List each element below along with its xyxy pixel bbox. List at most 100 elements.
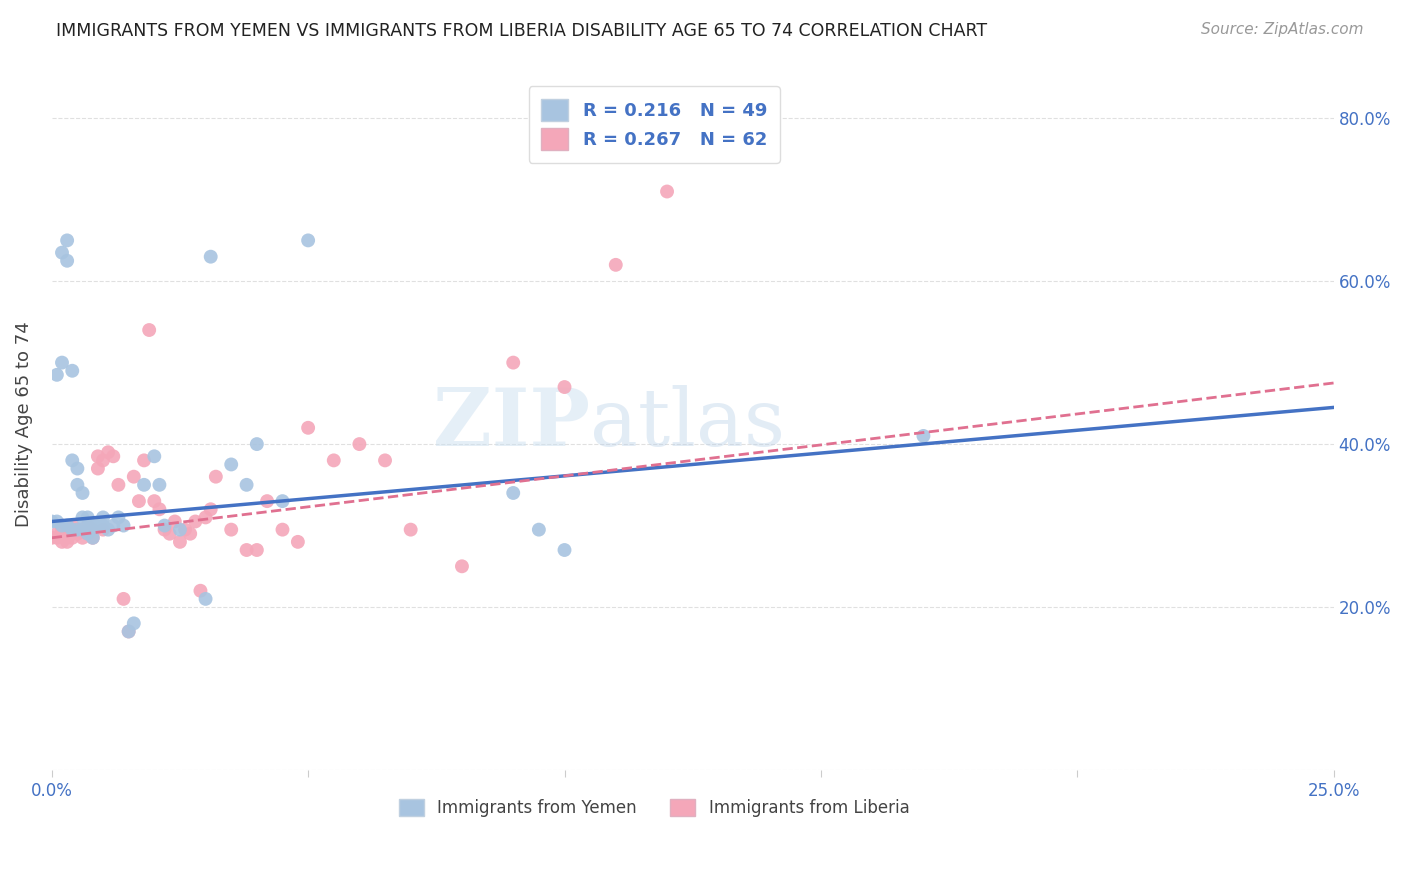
Point [527, 523, 550, 537]
Point [103, 518, 125, 533]
Point [502, 486, 524, 500]
Point [118, 624, 141, 639]
Point [76, 518, 98, 533]
Point [76, 526, 98, 541]
Point [107, 478, 129, 492]
Point [200, 250, 222, 264]
Point [122, 616, 145, 631]
Point [66, 523, 89, 537]
Point [349, 437, 371, 451]
Point [91, 453, 114, 467]
Point [169, 534, 191, 549]
Point [200, 502, 222, 516]
Point [159, 526, 181, 541]
Point [41, 531, 63, 545]
Point [451, 559, 474, 574]
Point [190, 583, 212, 598]
Point [56, 234, 79, 248]
Point [91, 523, 114, 537]
Point [553, 380, 575, 394]
Point [122, 469, 145, 483]
Point [256, 494, 278, 508]
Point [205, 469, 228, 483]
Point [76, 523, 98, 537]
Text: Source: ZipAtlas.com: Source: ZipAtlas.com [1201, 22, 1364, 37]
Point [82, 523, 104, 537]
Point [60, 526, 83, 541]
Point [66, 478, 89, 492]
Point [56, 518, 79, 533]
Point [45, 515, 67, 529]
Point [56, 534, 79, 549]
Point [297, 234, 319, 248]
Point [374, 453, 396, 467]
Point [112, 518, 135, 533]
Legend: Immigrants from Yemen, Immigrants from Liberia: Immigrants from Yemen, Immigrants from L… [392, 792, 917, 824]
Point [72, 486, 94, 500]
Point [66, 526, 89, 541]
Point [143, 450, 166, 464]
Point [60, 523, 83, 537]
Point [97, 445, 120, 459]
Point [91, 518, 114, 533]
Point [51, 523, 73, 537]
Point [174, 523, 197, 537]
Text: atlas: atlas [591, 384, 786, 463]
Point [179, 526, 201, 541]
Point [72, 523, 94, 537]
Point [91, 510, 114, 524]
Point [72, 531, 94, 545]
Point [235, 478, 257, 492]
Point [399, 523, 422, 537]
Point [76, 510, 98, 524]
Point [72, 523, 94, 537]
Point [138, 323, 160, 337]
Point [128, 494, 150, 508]
Point [235, 543, 257, 558]
Point [82, 523, 104, 537]
Point [912, 429, 935, 443]
Point [219, 523, 242, 537]
Point [51, 356, 73, 370]
Point [60, 453, 83, 467]
Point [169, 523, 191, 537]
Point [87, 461, 110, 475]
Point [51, 518, 73, 533]
Point [56, 253, 79, 268]
Point [153, 523, 176, 537]
Point [502, 356, 524, 370]
Point [271, 523, 294, 537]
Point [118, 624, 141, 639]
Point [194, 591, 217, 606]
Text: IMMIGRANTS FROM YEMEN VS IMMIGRANTS FROM LIBERIA DISABILITY AGE 65 TO 74 CORRELA: IMMIGRANTS FROM YEMEN VS IMMIGRANTS FROM… [56, 22, 987, 40]
Point [143, 494, 166, 508]
Point [271, 494, 294, 508]
Point [148, 478, 170, 492]
Point [655, 185, 678, 199]
Point [297, 421, 319, 435]
Point [60, 518, 83, 533]
Point [553, 543, 575, 558]
Point [103, 450, 125, 464]
Point [51, 245, 73, 260]
Point [219, 458, 242, 472]
Point [112, 591, 135, 606]
Point [87, 450, 110, 464]
Point [322, 453, 344, 467]
Point [605, 258, 627, 272]
Point [97, 523, 120, 537]
Point [148, 502, 170, 516]
Point [45, 526, 67, 541]
Text: ZIP: ZIP [433, 384, 591, 463]
Point [72, 510, 94, 524]
Point [51, 534, 73, 549]
Point [60, 531, 83, 545]
Y-axis label: Disability Age 65 to 74: Disability Age 65 to 74 [15, 321, 32, 526]
Point [45, 368, 67, 382]
Point [163, 515, 186, 529]
Point [76, 526, 98, 541]
Point [56, 531, 79, 545]
Point [60, 364, 83, 378]
Point [132, 453, 155, 467]
Point [66, 461, 89, 475]
